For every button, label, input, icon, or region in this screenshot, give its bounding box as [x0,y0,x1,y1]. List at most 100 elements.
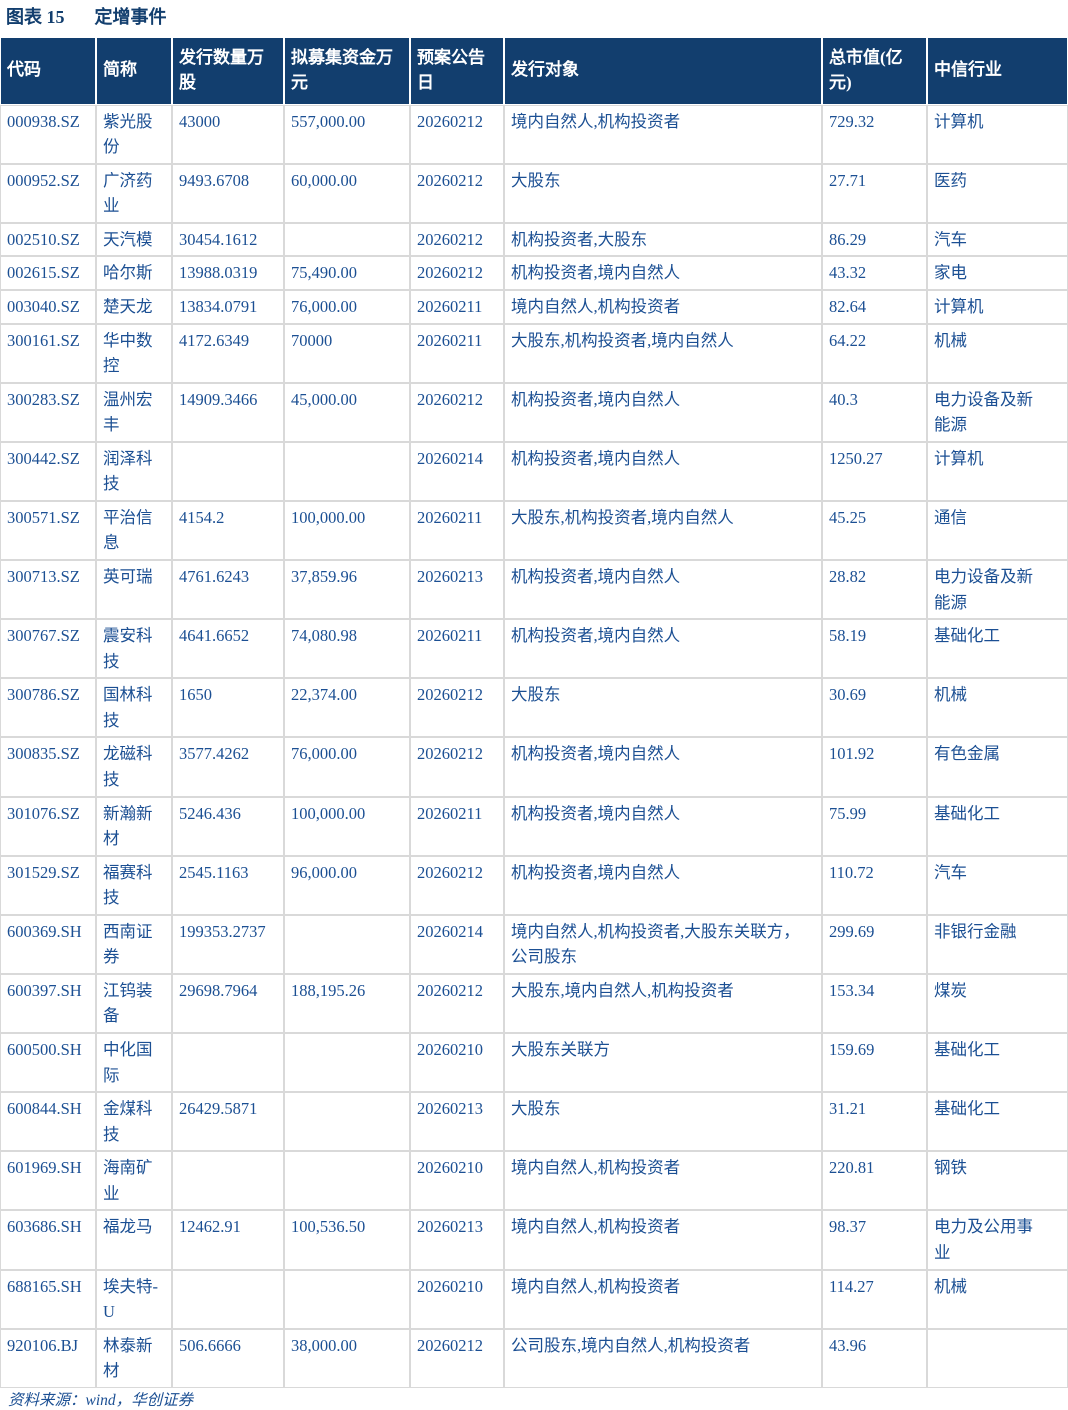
cell-industry: 计算机 [927,441,1068,501]
cell-funds: 60,000.00 [284,163,410,223]
cell-name: 楚天龙 [96,289,172,324]
cell-industry [927,1328,1068,1388]
table-row: 300571.SZ 平治信息 4154.2 100,000.00 20260211 大股东… [0,500,1068,561]
cell-targets: 机构投资者,境内自然人 [504,560,822,620]
cell-industry: 机械 [927,678,1068,738]
cell-industry: 有色金属 [927,737,1068,797]
cell-qty: 43000 [172,104,284,164]
cell-qty: 4641.6652 [172,619,284,679]
cell-funds [284,914,410,974]
cell-targets: 机构投资者,境内自然人 [504,796,822,856]
cell-date: 20260212 [410,737,504,797]
cell-targets: 境内自然人,机构投资者 [504,1151,822,1211]
cell-funds [284,1092,410,1152]
cell-date: 20260211 [410,619,504,679]
figure-title: 图表 15 定增事件 [0,0,1068,33]
cell-mcap: 729.32 [822,104,927,164]
table-row: 920106.BJ 林泰新材 506.6666 38,000.00 20260212 公司… [0,1328,1068,1388]
table-row: 300767.SZ 震安科技 4641.6652 74,080.98 20260211 机… [0,619,1068,679]
cell-mcap: 28.82 [822,560,927,620]
cell-code: 920106.BJ [0,1328,96,1388]
cell-code: 301529.SZ [0,855,96,915]
cell-mcap: 86.29 [822,222,927,257]
cell-code: 300713.SZ [0,560,96,620]
cell-code: 000938.SZ [0,104,96,164]
cell-targets: 公司股东,境内自然人,机构投资者 [504,1328,822,1388]
cell-code: 300161.SZ [0,323,96,383]
cell-funds: 100,000.00 [284,796,410,856]
cell-qty: 4154.2 [172,500,284,561]
cell-funds [284,222,410,257]
cell-funds: 96,000.00 [284,855,410,915]
table-row: 600397.SH 江钨装备 29698.7964 188,195.26 2026021… [0,973,1068,1034]
cell-targets: 境内自然人,机构投资者 [504,1210,822,1270]
cell-date: 20260210 [410,1033,504,1093]
cell-mcap: 58.19 [822,619,927,679]
cell-code: 000952.SZ [0,163,96,223]
table-row: 300161.SZ 华中数控 4172.6349 70000 20260211 大股东,机… [0,323,1068,383]
table-row: 000952.SZ 广济药业 9493.6708 60,000.00 20260212 大… [0,163,1068,223]
cell-date: 20260213 [410,1092,504,1152]
cell-industry: 汽车 [927,855,1068,915]
cell-qty: 9493.6708 [172,163,284,223]
cell-code: 300835.SZ [0,737,96,797]
cell-qty: 4761.6243 [172,560,284,620]
cell-name: 埃夫特-U [96,1269,172,1329]
cell-code: 300442.SZ [0,441,96,501]
column-header-industry: 中信行业 [927,36,1068,105]
cell-qty: 14909.3466 [172,382,284,442]
cell-qty [172,1151,284,1211]
cell-funds: 74,080.98 [284,619,410,679]
table-row: 301076.SZ 新瀚新材 5246.436 100,000.00 20260211 机… [0,796,1068,856]
cell-funds: 188,195.26 [284,973,410,1034]
source-note: 资料来源：wind，华创证券 [8,1391,194,1409]
cell-name: 天汽模 [96,222,172,257]
cell-name: 江钨装备 [96,973,172,1034]
cell-date: 20260212 [410,382,504,442]
cell-qty: 13988.0319 [172,256,284,290]
table-row: 601969.SH 海南矿业 20260210 境内自然人,机构投资者 220.81 钢铁 [0,1151,1068,1211]
cell-funds: 45,000.00 [284,382,410,442]
cell-mcap: 299.69 [822,914,927,974]
cell-mcap: 98.37 [822,1210,927,1270]
cell-targets: 大股东 [504,678,822,738]
cell-mcap: 1250.27 [822,441,927,501]
column-header-date: 预案公告日 [410,36,504,105]
cell-mcap: 64.22 [822,323,927,383]
table-row: 002510.SZ 天汽模 30454.1612 20260212 机构投资者,大股东 8… [0,222,1068,257]
cell-targets: 境内自然人,机构投资者,大股东关联方，公司股东 [504,914,822,974]
table-row: 300786.SZ 国林科技 1650 22,374.00 20260212 大股东 30.… [0,678,1068,738]
cell-date: 20260212 [410,163,504,223]
cell-name: 林泰新材 [96,1328,172,1388]
cell-qty [172,1269,284,1329]
cell-funds: 75,490.00 [284,256,410,290]
table-row: 600500.SH 中化国际 20260210 大股东关联方 159.69 基础化工 [0,1033,1068,1093]
table-row: 300713.SZ 英可瑞 4761.6243 37,859.96 20260213 机构… [0,560,1068,620]
cell-mcap: 220.81 [822,1151,927,1211]
cell-code: 300571.SZ [0,500,96,561]
cell-mcap: 82.64 [822,289,927,324]
cell-targets: 境内自然人,机构投资者 [504,289,822,324]
table-row: 600369.SH 西南证券 199353.2737 20260214 境内自然人,机构… [0,914,1068,974]
cell-funds: 76,000.00 [284,289,410,324]
table-row: 002615.SZ 哈尔斯 13988.0319 75,490.00 20260212 机… [0,256,1068,290]
cell-name: 海南矿业 [96,1151,172,1211]
cell-code: 002510.SZ [0,222,96,257]
cell-targets: 大股东,机构投资者,境内自然人 [504,500,822,561]
cell-date: 20260212 [410,104,504,164]
cell-code: 600369.SH [0,914,96,974]
cell-industry: 基础化工 [927,1033,1068,1093]
cell-code: 300283.SZ [0,382,96,442]
table-row: 300835.SZ 龙磁科技 3577.4262 76,000.00 20260212 机… [0,737,1068,797]
cell-targets: 机构投资者,境内自然人 [504,441,822,501]
cell-date: 20260212 [410,855,504,915]
cell-mcap: 43.32 [822,256,927,290]
table-row: 300442.SZ 润泽科技 20260214 机构投资者,境内自然人 1250.27 计… [0,441,1068,501]
cell-funds: 557,000.00 [284,104,410,164]
cell-date: 20260213 [410,1210,504,1270]
cell-funds: 70000 [284,323,410,383]
cell-code: 600844.SH [0,1092,96,1152]
cell-industry: 电力设备及新能源 [927,382,1068,442]
cell-industry: 机械 [927,323,1068,383]
